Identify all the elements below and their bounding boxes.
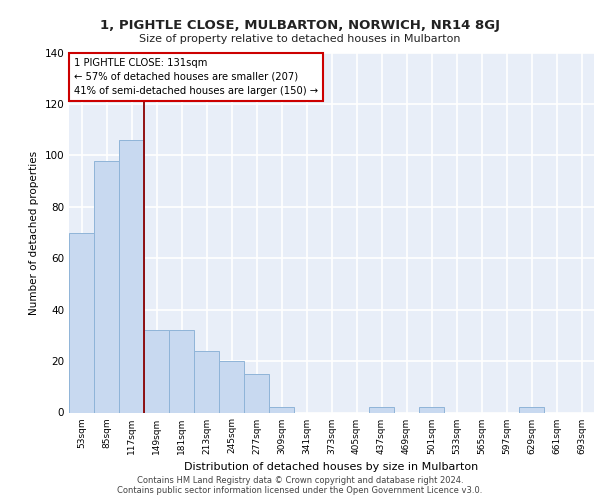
Bar <box>244 374 269 412</box>
Text: Contains HM Land Registry data © Crown copyright and database right 2024.
Contai: Contains HM Land Registry data © Crown c… <box>118 476 482 495</box>
Text: Size of property relative to detached houses in Mulbarton: Size of property relative to detached ho… <box>139 34 461 44</box>
Bar <box>144 330 169 412</box>
Y-axis label: Number of detached properties: Number of detached properties <box>29 150 39 314</box>
Bar <box>94 160 119 412</box>
Bar <box>194 351 219 412</box>
Text: 1 PIGHTLE CLOSE: 131sqm
← 57% of detached houses are smaller (207)
41% of semi-d: 1 PIGHTLE CLOSE: 131sqm ← 57% of detache… <box>74 58 319 96</box>
Bar <box>169 330 194 412</box>
X-axis label: Distribution of detached houses by size in Mulbarton: Distribution of detached houses by size … <box>184 462 479 472</box>
Text: 1, PIGHTLE CLOSE, MULBARTON, NORWICH, NR14 8GJ: 1, PIGHTLE CLOSE, MULBARTON, NORWICH, NR… <box>100 19 500 32</box>
Bar <box>219 361 244 412</box>
Bar <box>419 408 444 412</box>
Bar <box>119 140 144 412</box>
Bar <box>519 408 544 412</box>
Bar <box>369 408 394 412</box>
Bar <box>269 408 294 412</box>
Bar <box>69 232 94 412</box>
